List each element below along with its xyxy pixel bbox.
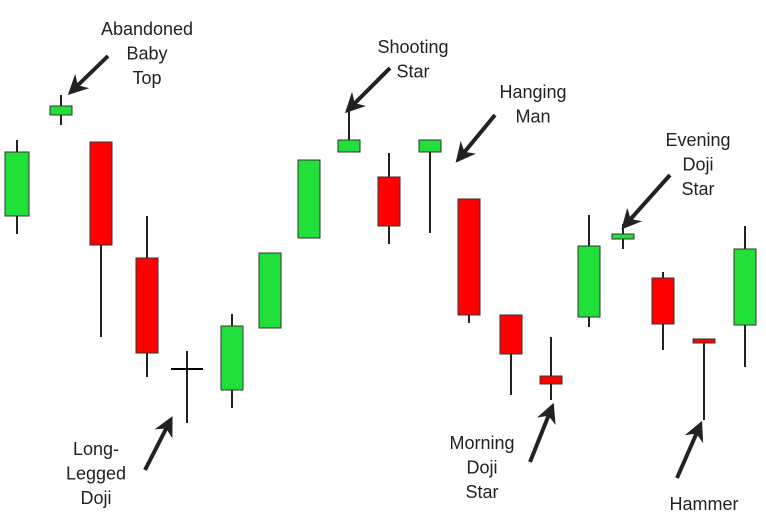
- annotation-arrow: [67, 54, 110, 95]
- candle-body: [457, 198, 481, 316]
- candle-body: [49, 105, 73, 116]
- annotation-text: Baby: [126, 43, 167, 63]
- candle-body: [611, 233, 635, 240]
- annotation-text: Hanging: [499, 82, 566, 102]
- candle-body: [89, 141, 113, 246]
- annotation-text: Doji: [682, 154, 713, 174]
- annotation-arrow: [143, 416, 173, 471]
- annotation-text: Abandoned: [101, 19, 193, 39]
- candle-body: [135, 257, 159, 354]
- annotation-text: Hammer: [669, 494, 738, 514]
- annotation-arrow: [621, 173, 672, 230]
- candle-body: [577, 245, 601, 318]
- candle-body: [4, 151, 30, 217]
- annotation-text: Long-: [73, 439, 119, 459]
- annotation-text: Evening: [665, 130, 730, 150]
- candle-body: [539, 375, 563, 385]
- annotation-arrow: [675, 420, 704, 479]
- annotation-text: Doji: [466, 457, 497, 477]
- candle-body: [651, 277, 675, 325]
- annotation-text: Shooting: [377, 37, 448, 57]
- candle-body: [418, 139, 442, 153]
- annotation-text: Legged: [66, 463, 126, 483]
- annotation-text: Star: [465, 482, 498, 502]
- annotation-arrow: [528, 402, 556, 463]
- annotation-text: Top: [132, 68, 161, 88]
- annotation-text: Star: [681, 179, 714, 199]
- candle-body: [297, 159, 321, 239]
- candle-body: [258, 252, 282, 329]
- candle-body: [337, 139, 361, 153]
- annotation-text: Star: [396, 61, 429, 81]
- annotation-arrow: [455, 113, 497, 163]
- candle-body: [733, 248, 757, 326]
- candle-body: [377, 176, 401, 227]
- candle-body: [499, 314, 523, 355]
- candle-body: [220, 325, 244, 391]
- annotation-text: Doji: [80, 488, 111, 508]
- annotation-text: Morning: [449, 433, 514, 453]
- candle-body: [692, 338, 716, 344]
- annotation-arrow: [344, 66, 392, 114]
- annotation-text: Man: [515, 106, 550, 126]
